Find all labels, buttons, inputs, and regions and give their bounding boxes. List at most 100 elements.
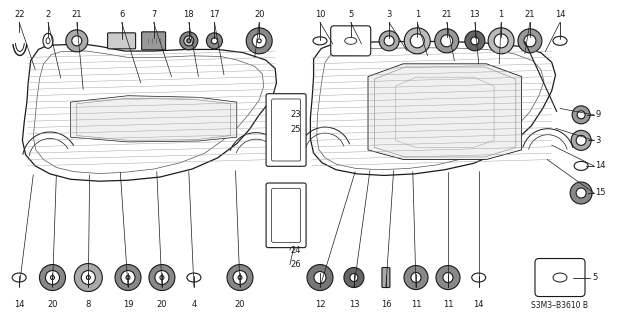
Circle shape	[86, 276, 90, 279]
Circle shape	[576, 188, 586, 198]
Text: 4: 4	[191, 300, 196, 309]
Ellipse shape	[553, 36, 567, 45]
Circle shape	[572, 106, 590, 124]
Circle shape	[83, 272, 93, 283]
Text: 18: 18	[184, 10, 194, 19]
Circle shape	[524, 35, 536, 47]
Text: 14: 14	[474, 300, 484, 309]
Circle shape	[576, 135, 586, 145]
Circle shape	[81, 271, 95, 285]
Text: 10: 10	[315, 10, 325, 19]
Ellipse shape	[187, 273, 201, 282]
FancyBboxPatch shape	[266, 183, 306, 248]
Circle shape	[238, 276, 242, 279]
FancyBboxPatch shape	[271, 188, 301, 242]
Circle shape	[121, 271, 135, 285]
Circle shape	[387, 39, 391, 43]
Text: 11: 11	[443, 300, 453, 309]
Circle shape	[379, 31, 399, 51]
Text: 15: 15	[595, 189, 605, 197]
Ellipse shape	[12, 273, 26, 282]
Text: 20: 20	[47, 300, 58, 309]
Text: 8: 8	[86, 300, 91, 309]
Ellipse shape	[472, 273, 486, 282]
Circle shape	[45, 271, 60, 285]
Ellipse shape	[43, 33, 53, 48]
Text: 20: 20	[235, 300, 245, 309]
Circle shape	[307, 264, 333, 291]
Circle shape	[160, 276, 164, 279]
Text: 17: 17	[209, 10, 220, 19]
Ellipse shape	[284, 126, 289, 133]
Circle shape	[51, 276, 54, 279]
Text: 21: 21	[72, 10, 82, 19]
Circle shape	[252, 34, 266, 48]
Circle shape	[126, 276, 130, 279]
Circle shape	[314, 271, 326, 284]
Text: 5: 5	[592, 273, 597, 282]
Ellipse shape	[345, 37, 356, 44]
Circle shape	[206, 33, 223, 49]
Circle shape	[435, 29, 459, 53]
Circle shape	[149, 264, 175, 291]
Circle shape	[488, 28, 514, 54]
Text: 1: 1	[415, 10, 420, 19]
Circle shape	[570, 182, 592, 204]
Text: 16: 16	[381, 300, 391, 309]
Ellipse shape	[553, 273, 567, 282]
FancyBboxPatch shape	[141, 32, 166, 50]
Text: 3: 3	[595, 136, 600, 145]
Circle shape	[184, 36, 194, 46]
Circle shape	[404, 28, 430, 54]
Text: 20: 20	[254, 10, 264, 19]
Ellipse shape	[574, 161, 588, 170]
Text: 9: 9	[595, 110, 600, 119]
Text: 13: 13	[470, 10, 480, 19]
Circle shape	[443, 272, 453, 283]
Circle shape	[579, 138, 583, 142]
Circle shape	[473, 39, 477, 43]
Circle shape	[410, 34, 424, 48]
Text: 7: 7	[151, 10, 156, 19]
Circle shape	[157, 272, 167, 283]
Text: 22: 22	[14, 10, 24, 19]
Circle shape	[227, 264, 253, 291]
Circle shape	[350, 273, 358, 282]
Polygon shape	[368, 64, 522, 160]
FancyBboxPatch shape	[535, 258, 585, 297]
Circle shape	[123, 272, 133, 283]
Text: 24: 24	[290, 246, 300, 255]
Polygon shape	[70, 96, 237, 142]
Text: 13: 13	[349, 300, 359, 309]
Ellipse shape	[46, 38, 50, 44]
Circle shape	[257, 39, 261, 43]
Circle shape	[518, 29, 542, 53]
Text: 14: 14	[555, 10, 565, 19]
Text: 25: 25	[290, 125, 300, 134]
Circle shape	[72, 36, 82, 46]
Circle shape	[465, 31, 485, 51]
Circle shape	[411, 272, 421, 283]
Circle shape	[494, 34, 508, 48]
FancyBboxPatch shape	[331, 26, 371, 56]
Circle shape	[47, 272, 58, 283]
FancyBboxPatch shape	[266, 94, 306, 166]
Circle shape	[40, 264, 65, 291]
Text: 12: 12	[315, 300, 325, 309]
Text: 5: 5	[348, 10, 353, 19]
Text: 14: 14	[14, 300, 24, 309]
Circle shape	[211, 38, 218, 44]
Circle shape	[233, 271, 247, 285]
Circle shape	[344, 268, 364, 287]
Circle shape	[577, 111, 585, 119]
Circle shape	[246, 28, 272, 54]
Circle shape	[66, 30, 88, 52]
Text: 21: 21	[525, 10, 535, 19]
Text: 1: 1	[499, 10, 504, 19]
Text: 14: 14	[595, 161, 605, 170]
Text: 23: 23	[290, 110, 301, 119]
Circle shape	[571, 130, 591, 150]
Text: 19: 19	[123, 300, 133, 309]
Text: S3M3–B3610 B: S3M3–B3610 B	[531, 301, 588, 310]
Circle shape	[74, 263, 102, 292]
